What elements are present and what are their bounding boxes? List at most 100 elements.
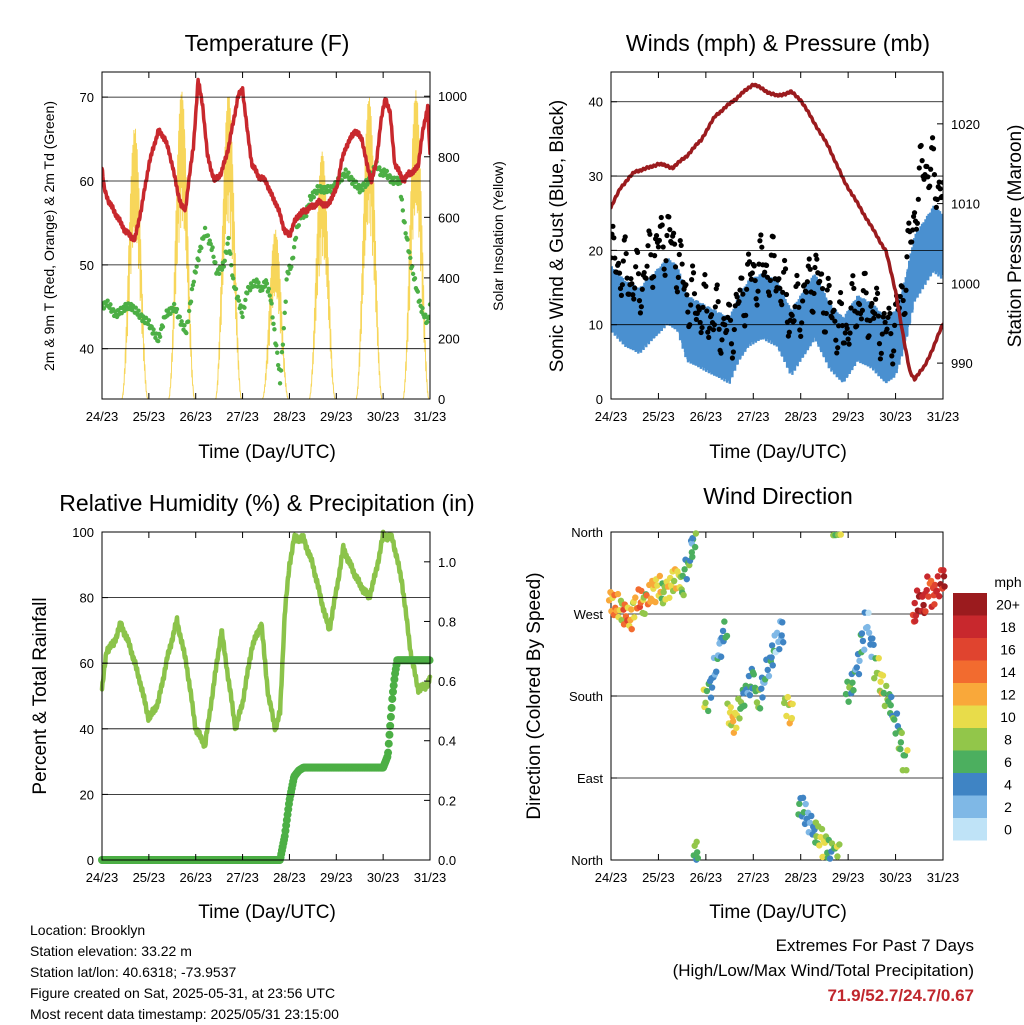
precipitation-point (387, 703, 396, 712)
wind-direction-point (920, 601, 927, 609)
wind-direction-point (784, 693, 792, 701)
dewpoint-point (264, 281, 270, 286)
y-tick-label: 60 (80, 174, 94, 189)
colorbar-label: 0 (1004, 821, 1012, 837)
x-tick-label: 26/23 (179, 409, 212, 424)
dewpoint-point (146, 318, 152, 323)
x-tick-label: 26/23 (690, 870, 723, 885)
x-tick-label: 26/23 (179, 870, 212, 885)
y-tick-label: 20 (80, 787, 94, 802)
gust-point (803, 289, 810, 295)
gust-point (913, 226, 920, 232)
wind-direction-point (779, 619, 786, 626)
wind-direction-point (935, 593, 943, 600)
winds-panel: Winds (mph) & Pressure (mb) Time (Day/UT… (547, 30, 1024, 463)
wind-direction-point (940, 573, 948, 580)
dewpoint-point (270, 315, 275, 320)
dewpoint-point (427, 302, 430, 307)
wind-direction-point (764, 666, 771, 674)
dewpoint-point (290, 255, 296, 260)
gust-point (637, 310, 644, 316)
x-tick-label: 28/23 (784, 870, 817, 885)
station-pressure-line (611, 82, 943, 382)
wind-direction-point (933, 587, 941, 595)
dewpoint-point (228, 251, 233, 256)
colorbar-swatch (953, 615, 987, 638)
wind-direction-point (844, 678, 851, 685)
x-tick-label: 27/23 (737, 870, 770, 885)
gust-point (689, 263, 696, 269)
gust-point (856, 301, 863, 308)
gust-point (886, 305, 892, 311)
gust-point (744, 286, 750, 292)
dewpoint-point (133, 305, 138, 310)
wind-direction-point (897, 745, 904, 753)
gust-point (866, 333, 872, 339)
y-tick-label: North (571, 853, 603, 868)
gust-point (887, 310, 893, 317)
y2-tick-label: 1010 (951, 197, 980, 212)
dewpoint-point (210, 245, 215, 250)
wind-direction-point (683, 575, 690, 583)
gust-point (829, 315, 835, 321)
y2-tick-label: 0.4 (438, 734, 456, 749)
wind-direction-point (845, 698, 852, 705)
y2-tick-label: 0.6 (438, 674, 456, 689)
gust-point (661, 266, 667, 272)
wind-direction-point (768, 654, 775, 661)
gust-point (939, 193, 943, 200)
dewpoint-point (407, 250, 412, 255)
gust-point (766, 292, 773, 298)
gust-point (929, 135, 936, 141)
gust-point (651, 273, 657, 280)
wind-direction-point (721, 618, 728, 625)
colorbar-label: 14 (1000, 664, 1016, 680)
x-tick-label: 29/23 (320, 870, 353, 885)
x-tick-label: 28/23 (784, 409, 817, 424)
wind-direction-point (893, 710, 901, 717)
gust-point (771, 253, 777, 259)
gust-point (719, 337, 725, 343)
wind-direction-point (736, 715, 743, 722)
solar-insolation-line (102, 90, 430, 399)
gust-point (743, 312, 749, 318)
wind-direction-point (643, 592, 650, 599)
y2-tick-label: 800 (438, 150, 460, 165)
gust-point (879, 331, 885, 337)
gust-point (878, 350, 884, 356)
wind-direction-point (855, 670, 863, 678)
wind-direction-point (713, 668, 720, 675)
wind-direction-point (898, 729, 905, 737)
wind-direction-point (666, 594, 673, 601)
gust-point (710, 327, 717, 333)
gust-point (806, 256, 812, 262)
y2-tick-label: 0.8 (438, 614, 456, 629)
wind-direction-point (727, 704, 734, 711)
gust-point (696, 307, 702, 313)
gust-point (712, 304, 718, 310)
gust-point (841, 340, 847, 346)
dewpoint-point (311, 194, 316, 200)
x-tick-label: 25/23 (642, 409, 675, 424)
y-axis-label: Percent & Total Rainfall (30, 597, 51, 794)
dewpoint-point (243, 297, 248, 303)
gust-point (831, 307, 837, 313)
x-tick-label: 31/23 (414, 409, 447, 424)
colorbar-swatch (953, 750, 987, 773)
precipitation-point (389, 681, 398, 690)
gust-point (924, 163, 930, 170)
colorbar-label: 16 (1000, 641, 1016, 657)
precipitation-point (388, 687, 397, 696)
gust-point (798, 333, 804, 339)
gust-point (911, 210, 918, 216)
dewpoint-point (216, 271, 222, 276)
gust-point (782, 266, 789, 272)
temperature-panel: Temperature (F) Time (Day/UTC) 2m & 9m T… (41, 30, 506, 463)
dewpoint-point (399, 197, 405, 202)
dewpoint-point (194, 264, 199, 269)
dewpoint-point (420, 305, 425, 311)
wind-direction-point (702, 699, 709, 707)
gust-point (708, 312, 715, 318)
gust-point (862, 270, 868, 276)
gust-point (863, 290, 869, 296)
